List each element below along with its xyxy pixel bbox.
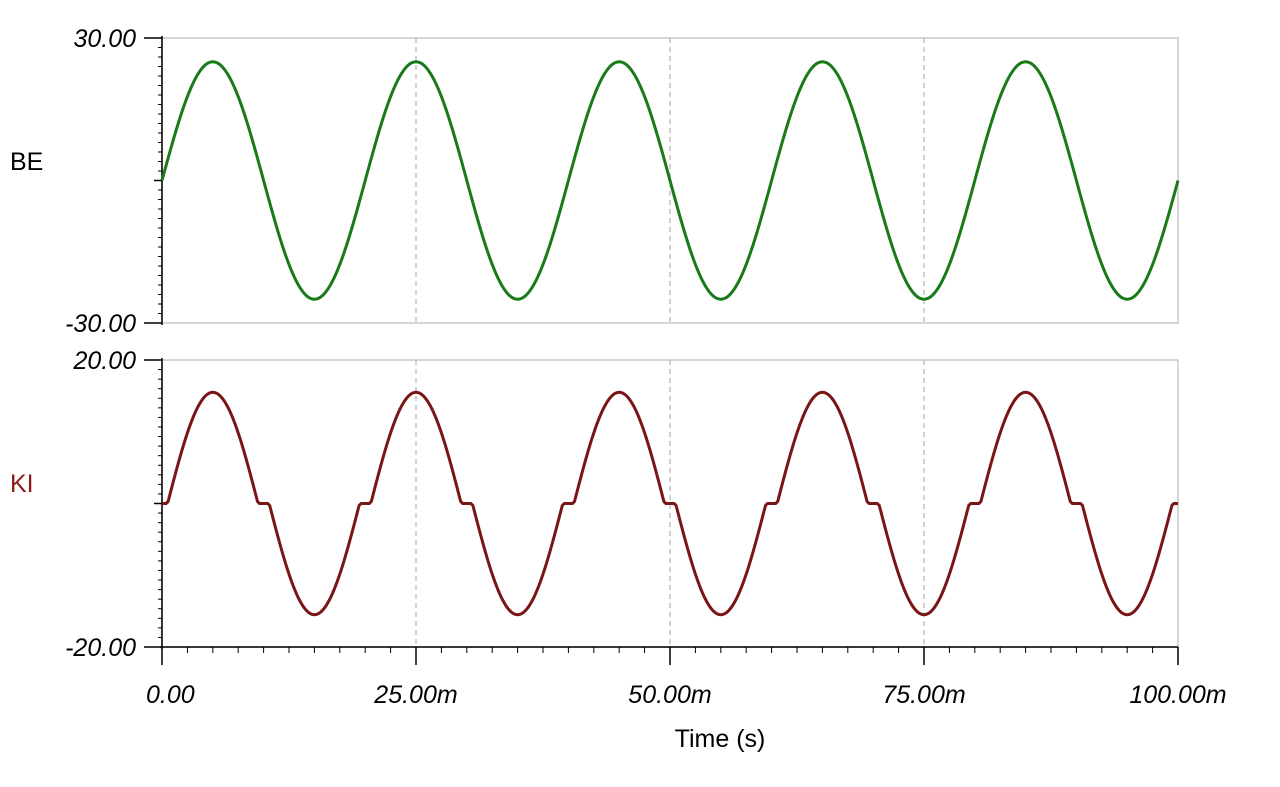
y-tick-label: 20.00 — [72, 347, 136, 375]
y-tick-label: -20.00 — [65, 634, 136, 662]
x-tick-label: 100.00m — [1129, 681, 1226, 709]
x-tick-label: 75.00m — [882, 681, 965, 709]
series-ki-line — [162, 390, 1178, 617]
x-axis-label: Time (s) — [675, 725, 766, 753]
x-tick-label: 25.00m — [373, 681, 457, 709]
y-axis-label: KI — [10, 470, 34, 498]
panel-ki: 20.00 -20.00 KI — [10, 347, 1179, 662]
panel-be: 30.00 -30.00 BE — [10, 25, 1180, 338]
series-be-line — [160, 60, 1180, 301]
x-tick-label: 0.00 — [146, 681, 195, 709]
y-axis-label: BE — [10, 148, 43, 176]
x-axis: 0.00 25.00m 50.00m 75.00m 100.00m Time (s) — [146, 646, 1227, 753]
y-tick-label: -30.00 — [65, 310, 136, 338]
y-tick-label: 30.00 — [73, 25, 136, 53]
x-tick-label: 50.00m — [628, 681, 711, 709]
